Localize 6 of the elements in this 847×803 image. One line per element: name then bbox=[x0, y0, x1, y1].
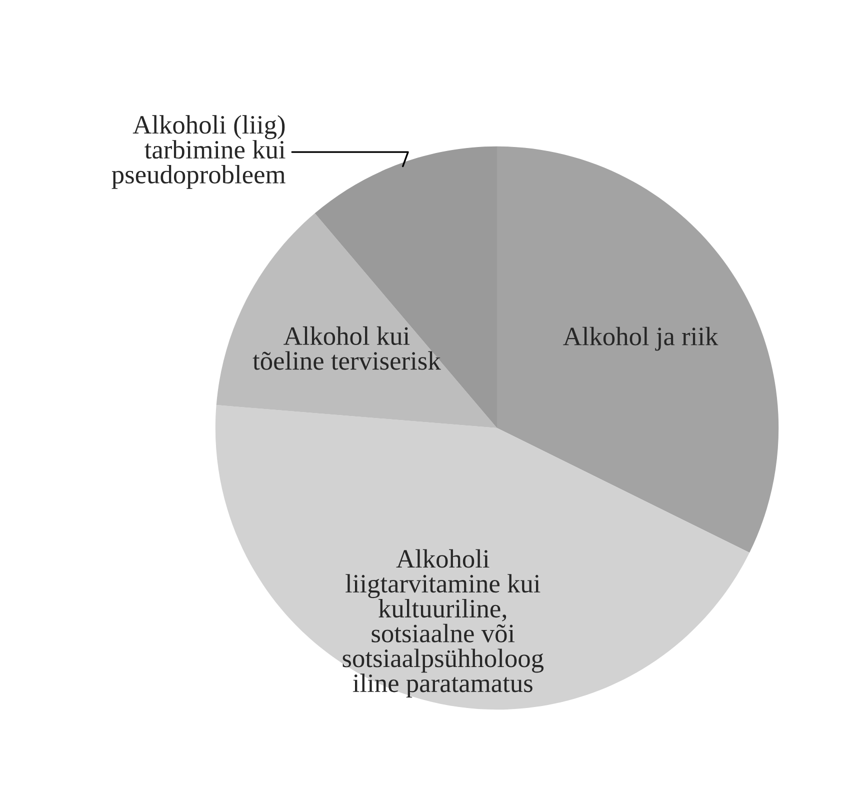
pie-slice bbox=[215, 405, 750, 710]
slice-label: Alkohol kui tõeline terviserisk bbox=[252, 326, 441, 370]
slice-label: Alkoholi liigtarvitamine kui kultuuriline, sotsiaalne või sotsiaalpsühholoog iline paratamatus bbox=[342, 549, 544, 698]
pie-slice bbox=[216, 213, 497, 428]
slice-label: Alkoholi (liig) tarbimine kui pseudoprobleem bbox=[112, 115, 286, 189]
slice-label: Alkohol ja riik bbox=[563, 326, 718, 351]
